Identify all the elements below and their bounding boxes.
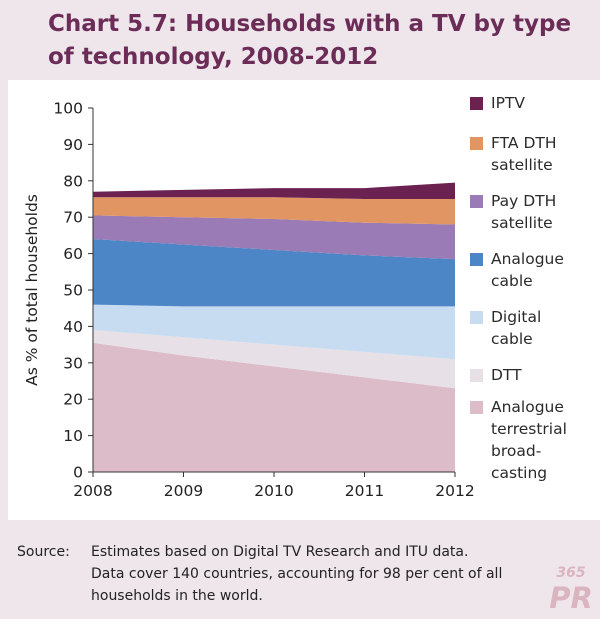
- y-tick-label: 30: [63, 354, 83, 372]
- source-text: Estimates based on Digital TV Research a…: [91, 541, 577, 607]
- y-tick-label: 20: [63, 391, 83, 409]
- source-line: Data cover 140 countries, accounting for…: [91, 566, 503, 582]
- area-fta-dth-satellite: [93, 197, 455, 225]
- chart-panel: 0 10 20 30 40 50 60 70 80 90 100 2008 2009 2010 2011 20…: [8, 80, 600, 520]
- x-tick-label: 2009: [164, 482, 203, 500]
- legend-item-analogue-terrestrial-broadcasting: Analogue terrestrial broad-casting: [470, 396, 591, 484]
- x-tick-label: 2011: [345, 482, 384, 500]
- y-tick-label: 70: [63, 209, 83, 227]
- legend-item-iptv: IPTV: [470, 92, 591, 114]
- legend-swatch: [470, 401, 483, 414]
- legend-swatch: [470, 311, 483, 324]
- chart-title: Chart 5.7: Households with a TV by type …: [48, 11, 572, 70]
- svg-text:365: 365: [556, 565, 585, 581]
- y-tick-label: 0: [73, 464, 83, 482]
- area-dtt: [93, 330, 455, 389]
- source-note: Source: Estimates based on Digital TV Re…: [17, 541, 577, 607]
- y-tick-label: 60: [63, 245, 83, 263]
- legend-item-dtt: DTT: [470, 364, 591, 386]
- y-tick-label: 10: [63, 427, 83, 445]
- area-iptv: [93, 182, 455, 199]
- source-line: Estimates based on Digital TV Research a…: [91, 544, 469, 560]
- chart-canvas: 0 10 20 30 40 50 60 70 80 90 100 2008 2009 2010 2011 20…: [23, 100, 475, 501]
- area-pay-dth-satellite: [93, 215, 455, 260]
- y-tick-label: 40: [63, 318, 83, 336]
- x-tick-label: 2010: [254, 482, 293, 500]
- legend-item-analogue-cable: Analogue cable: [470, 248, 591, 292]
- area-analogue-terrestrial-broadcasting: [93, 342, 455, 472]
- legend-swatch: [470, 253, 483, 266]
- svg-text:PR: PR: [549, 581, 593, 615]
- x-tick-label: 2012: [435, 482, 474, 500]
- x-tick-label: 2008: [73, 482, 112, 500]
- watermark-logo-icon: 365 PR: [549, 565, 593, 615]
- legend-swatch: [470, 195, 483, 208]
- area-digital-cable: [93, 304, 455, 360]
- y-tick-label: 100: [53, 100, 83, 118]
- legend-item-digital-cable: Digital cable: [470, 306, 591, 350]
- y-tick-label: 80: [63, 172, 83, 190]
- legend-label: Analogue terrestrial broad-casting: [491, 398, 567, 482]
- y-axis-title: As % of total households: [23, 194, 41, 386]
- legend-swatch: [470, 137, 483, 150]
- source-label: Source:: [17, 544, 70, 560]
- legend-label: Digital cable: [491, 308, 542, 348]
- legend-label: DTT: [491, 366, 522, 384]
- legend-swatch: [470, 369, 483, 382]
- area-analogue-cable: [93, 239, 455, 307]
- legend-label: FTA DTH satellite: [491, 134, 557, 174]
- legend-swatch: [470, 97, 483, 110]
- legend-item-pay-dth-satellite: Pay DTH satellite: [470, 190, 591, 234]
- y-tick-label: 90: [63, 136, 83, 154]
- legend-label: IPTV: [491, 94, 525, 112]
- legend-label: Analogue cable: [491, 250, 564, 290]
- y-tick-label: 50: [63, 282, 83, 300]
- legend-item-fta-dth-satellite: FTA DTH satellite: [470, 132, 591, 176]
- legend-label: Pay DTH satellite: [491, 192, 557, 232]
- source-line: households in the world.: [91, 588, 263, 604]
